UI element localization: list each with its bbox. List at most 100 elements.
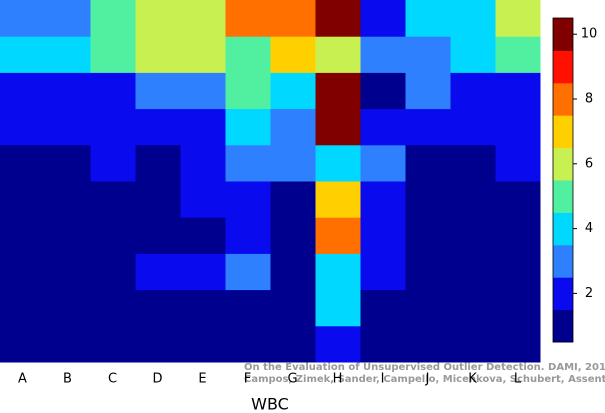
heatmap-cell: [360, 144, 406, 182]
heatmap-cell: [450, 325, 496, 363]
heatmap-cell: [315, 36, 361, 73]
heatmap-cell: [0, 217, 46, 254]
heatmap-cell: [315, 253, 361, 291]
heatmap-cell: [315, 217, 361, 254]
heatmap-cell: [405, 253, 451, 291]
annotation: Campos, Zimek, Sander, Campello, Micenko…: [244, 374, 605, 385]
x-tick-label: L: [514, 372, 522, 387]
heatmap-cell: [45, 181, 91, 218]
heatmap-cell: [0, 325, 46, 363]
heatmap-cell: [495, 36, 541, 73]
heatmap-cell: [0, 253, 46, 291]
heatmap-cell: [405, 36, 451, 73]
heatmap-cell: [450, 108, 496, 146]
heatmap-cell: [315, 144, 361, 182]
heatmap-cell: [450, 144, 496, 182]
heatmap-cell: [405, 0, 451, 37]
heatmap-cell: [180, 0, 226, 37]
heatmap-cell: [180, 181, 226, 218]
heatmap-cell: [360, 108, 406, 146]
heatmap-cell: [495, 0, 541, 37]
heatmap-cell: [90, 181, 136, 218]
colorbar-tick-label: 8: [585, 92, 593, 107]
heatmap-cell: [90, 72, 136, 110]
heatmap-cell: [270, 253, 316, 291]
x-axis-label: WBC: [251, 395, 289, 413]
heatmap-cell: [45, 325, 91, 363]
x-tick-label: F: [244, 372, 251, 387]
heatmap-cell: [405, 144, 451, 182]
heatmap-cell: [45, 217, 91, 254]
heatmap-cell: [405, 325, 451, 363]
heatmap-cell: [315, 289, 361, 327]
heatmap-cell: [360, 217, 406, 254]
heatmap-cell: [270, 217, 316, 254]
heatmap-cell: [135, 217, 181, 254]
heatmap-cell: [0, 72, 46, 110]
heatmap-cell: [225, 36, 271, 73]
x-tick-label: A: [18, 372, 27, 387]
colorbar-tick-label: 10: [581, 27, 598, 42]
heatmap-cell: [360, 181, 406, 218]
heatmap-cell: [495, 325, 541, 363]
heatmap-cell: [270, 108, 316, 146]
x-tick-label: D: [152, 372, 162, 387]
heatmap-cell: [180, 144, 226, 182]
heatmap-cell: [360, 72, 406, 110]
heatmap-cell: [225, 144, 271, 182]
heatmap-cell: [450, 181, 496, 218]
heatmap-cell: [45, 253, 91, 291]
heatmap-cell: [360, 0, 406, 37]
heatmap-cell: [270, 0, 316, 37]
heatmap-cell: [315, 108, 361, 146]
heatmap-cell: [405, 217, 451, 254]
x-tick-label: K: [468, 372, 477, 387]
heatmap-cell: [135, 36, 181, 73]
heatmap-cell: [135, 0, 181, 37]
heatmap-cell: [135, 181, 181, 218]
heatmap-cell: [135, 325, 181, 363]
colorbar-segment: [553, 115, 573, 149]
x-tick-label: C: [108, 372, 117, 387]
heatmap-cell: [495, 181, 541, 218]
heatmap-cell: [495, 108, 541, 146]
heatmap-cell: [90, 0, 136, 37]
colorbar-tick-label: 4: [585, 221, 593, 236]
heatmap-cell: [180, 253, 226, 291]
heatmap-cell: [225, 181, 271, 218]
heatmap-cell: [270, 289, 316, 327]
heatmap-cell: [405, 108, 451, 146]
heatmap-cell: [180, 108, 226, 146]
heatmap-cell: [180, 217, 226, 254]
heatmap-cell: [450, 72, 496, 110]
heatmap-cell: [45, 36, 91, 73]
heatmap-cell: [450, 217, 496, 254]
heatmap-cell: [450, 0, 496, 37]
heatmap-cell: [90, 217, 136, 254]
heatmap-cell: [315, 0, 361, 37]
heatmap-cell: [225, 253, 271, 291]
heatmap-cell: [225, 289, 271, 327]
heatmap-cell: [0, 108, 46, 146]
heatmap-cell: [270, 36, 316, 73]
heatmap-cell: [90, 144, 136, 182]
heatmap-cell: [405, 181, 451, 218]
heatmap-cell: [135, 144, 181, 182]
heatmap-cell: [270, 72, 316, 110]
heatmap-cell: [135, 289, 181, 327]
heatmap-cell: [270, 325, 316, 363]
heatmap-cell: [360, 36, 406, 73]
x-tick-label: E: [198, 372, 206, 387]
heatmap-cell: [135, 253, 181, 291]
heatmap-cell: [315, 325, 361, 363]
heatmap-cell: [270, 181, 316, 218]
heatmap-cell: [180, 325, 226, 363]
heatmap-cell: [360, 253, 406, 291]
colorbar-tick-label: 2: [585, 286, 593, 301]
heatmap-cell: [45, 289, 91, 327]
heatmap-cell: [90, 325, 136, 363]
colorbar-segment: [553, 82, 573, 116]
colorbar-segment: [553, 244, 573, 278]
x-tick-label: H: [333, 372, 343, 387]
